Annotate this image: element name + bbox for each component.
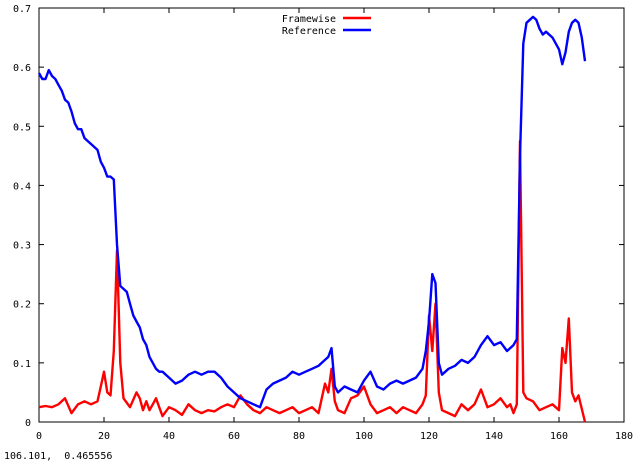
- y-tick-label: 0.1: [13, 359, 31, 370]
- y-tick-label: 0.7: [13, 4, 31, 15]
- legend-label: Reference: [282, 26, 336, 37]
- x-tick-label: 80: [293, 431, 305, 442]
- y-tick-label: 0: [25, 418, 31, 429]
- x-tick-label: 180: [615, 431, 633, 442]
- y-tick-label: 0.2: [13, 300, 31, 311]
- x-tick-label: 140: [485, 431, 503, 442]
- y-tick-label: 0.3: [13, 241, 31, 252]
- coordinate-readout: 106.101, 0.465556: [4, 451, 113, 462]
- y-tick-label: 0.6: [13, 63, 31, 74]
- series-line-reference: [37, 15, 587, 409]
- axis-layer: 0 20 40 60 80 100 120 140 160 180 0 0.1 0.2 0.3 0.4 0.5…: [13, 4, 633, 442]
- plot-frame: [38, 7, 625, 423]
- x-tick-label: 20: [98, 431, 110, 442]
- x-tick-label: 120: [420, 431, 438, 442]
- x-tick-label: 0: [36, 431, 42, 442]
- x-tick-label: 40: [163, 431, 175, 442]
- series-line-framewise: [38, 139, 587, 423]
- legend-label: Framewise: [282, 14, 336, 25]
- x-tick-label: 60: [228, 431, 240, 442]
- x-tick-label: 160: [550, 431, 568, 442]
- y-tick-label: 0.5: [13, 122, 31, 133]
- series-layer: [37, 15, 587, 423]
- x-tick-label: 100: [355, 431, 373, 442]
- y-tick-label: 0.4: [13, 181, 31, 192]
